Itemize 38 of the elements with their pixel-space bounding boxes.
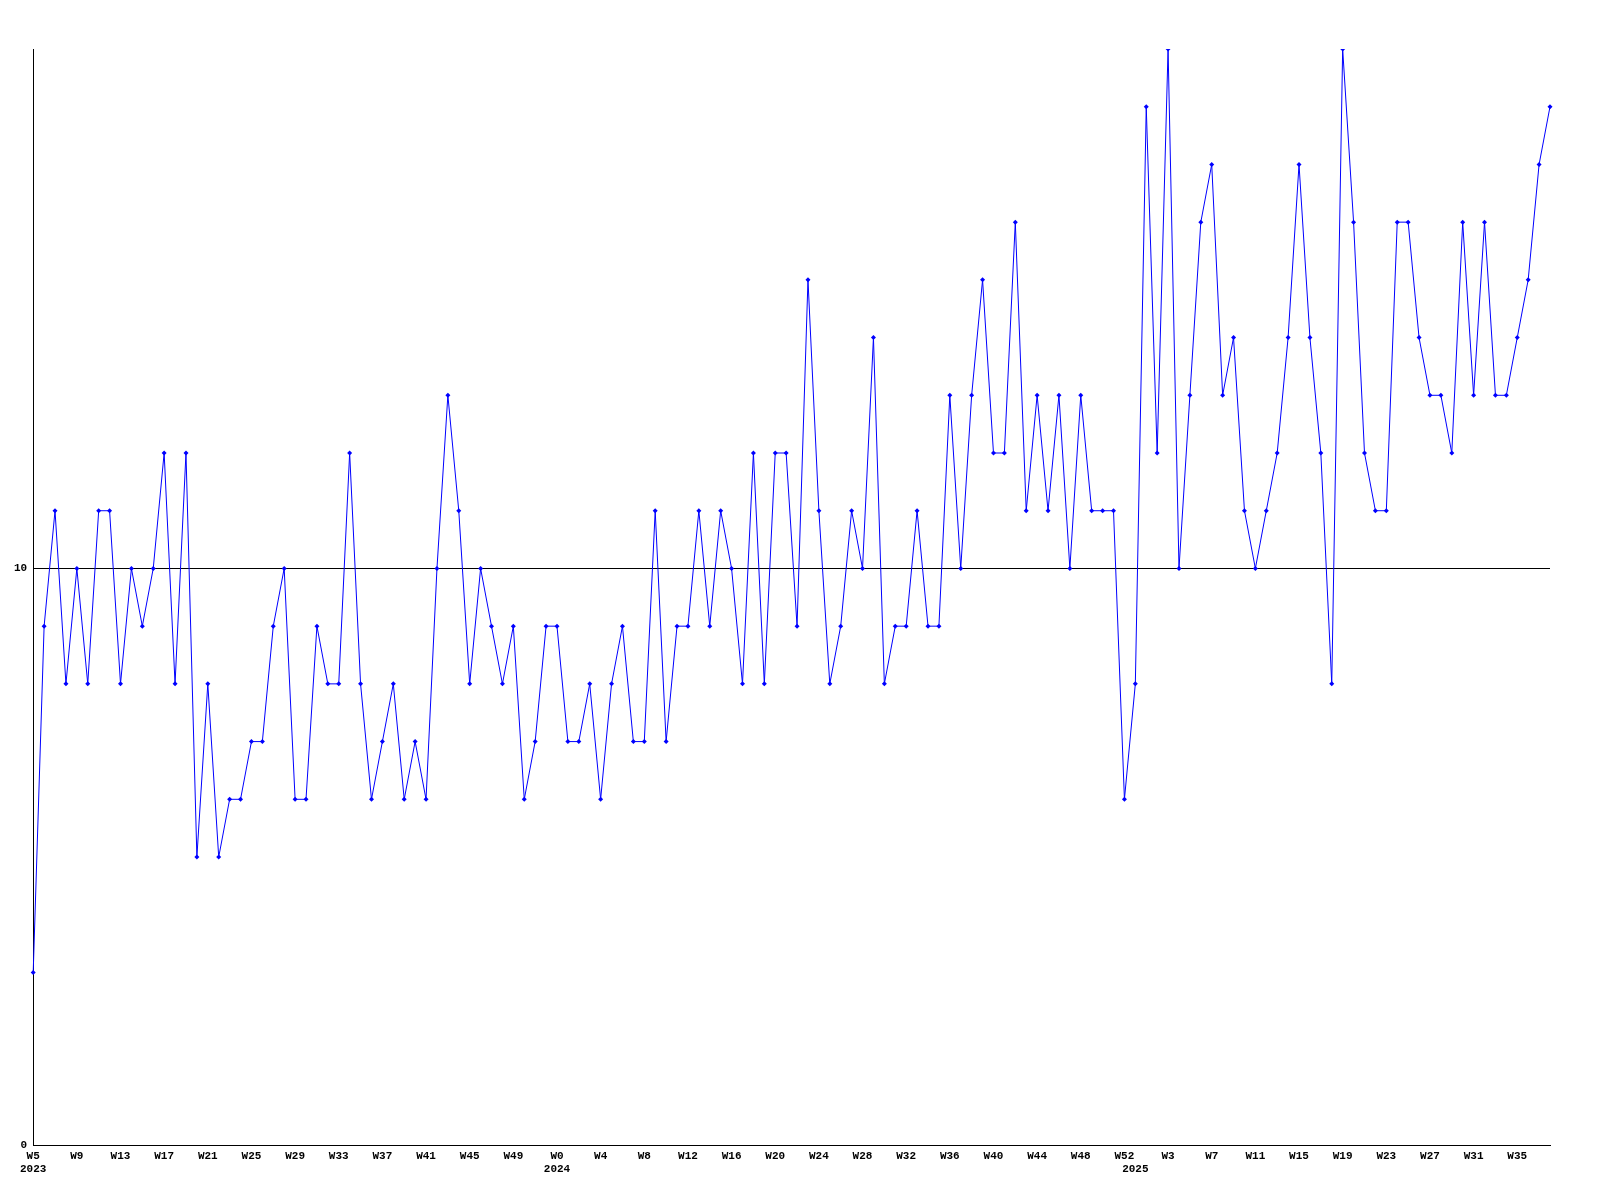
x-tick-label: W3 <box>1161 1149 1176 1162</box>
x-tick-label: W15 <box>1289 1149 1310 1162</box>
x-tick-label: W25 <box>241 1149 262 1162</box>
x-tick-label: W48 <box>1070 1149 1092 1162</box>
x-tick-label: W33 <box>328 1149 350 1162</box>
x-tick-label: W45 <box>459 1149 480 1162</box>
x-tick-label: W5 2023 <box>20 1149 47 1176</box>
x-tick-label: W32 <box>896 1149 917 1162</box>
x-tick-label: W20 <box>765 1149 786 1162</box>
x-tick-label: W27 <box>1420 1149 1440 1162</box>
x-tick-label: W36 <box>939 1149 960 1162</box>
x-tick-label: W21 <box>197 1149 219 1162</box>
x-tick-label: W24 <box>808 1149 830 1162</box>
x-tick-label: W8 <box>637 1149 652 1162</box>
x-tick-label: W4 <box>594 1149 608 1162</box>
x-tick-label: W9 <box>70 1149 84 1162</box>
x-tick-label: W16 <box>721 1149 742 1162</box>
x-tick-label: W37 <box>372 1149 393 1162</box>
y-tick-label: 10 <box>14 562 28 575</box>
x-tick-label: W49 <box>503 1149 524 1162</box>
x-tick-label: W31 <box>1463 1149 1484 1162</box>
x-tick-label: W19 <box>1332 1149 1353 1162</box>
x-tick-label: W52 <box>1114 1149 1135 1162</box>
x-tick-label: W35 <box>1507 1149 1528 1162</box>
x-tick-label: W23 <box>1376 1149 1397 1162</box>
x-tick-label: W7 <box>1205 1149 1219 1162</box>
x-tick-label: W11 <box>1245 1149 1266 1162</box>
x-tick-label: W0 2024 <box>543 1149 571 1176</box>
x-tick-label: W41 <box>416 1149 437 1162</box>
x-tick-label: W29 <box>285 1149 305 1162</box>
x-tick-label: W17 <box>154 1149 175 1162</box>
x-tick-label: W13 <box>110 1149 131 1162</box>
x-tick-label: W44 <box>1027 1149 1048 1162</box>
x-tick-label: W28 <box>852 1149 873 1162</box>
x-tick-label: W40 <box>983 1149 1004 1162</box>
x-tick-label: W12 <box>678 1149 698 1162</box>
x-tick-label: 2025 <box>1122 1163 1149 1176</box>
y-tick-label: 0 <box>20 1139 28 1152</box>
